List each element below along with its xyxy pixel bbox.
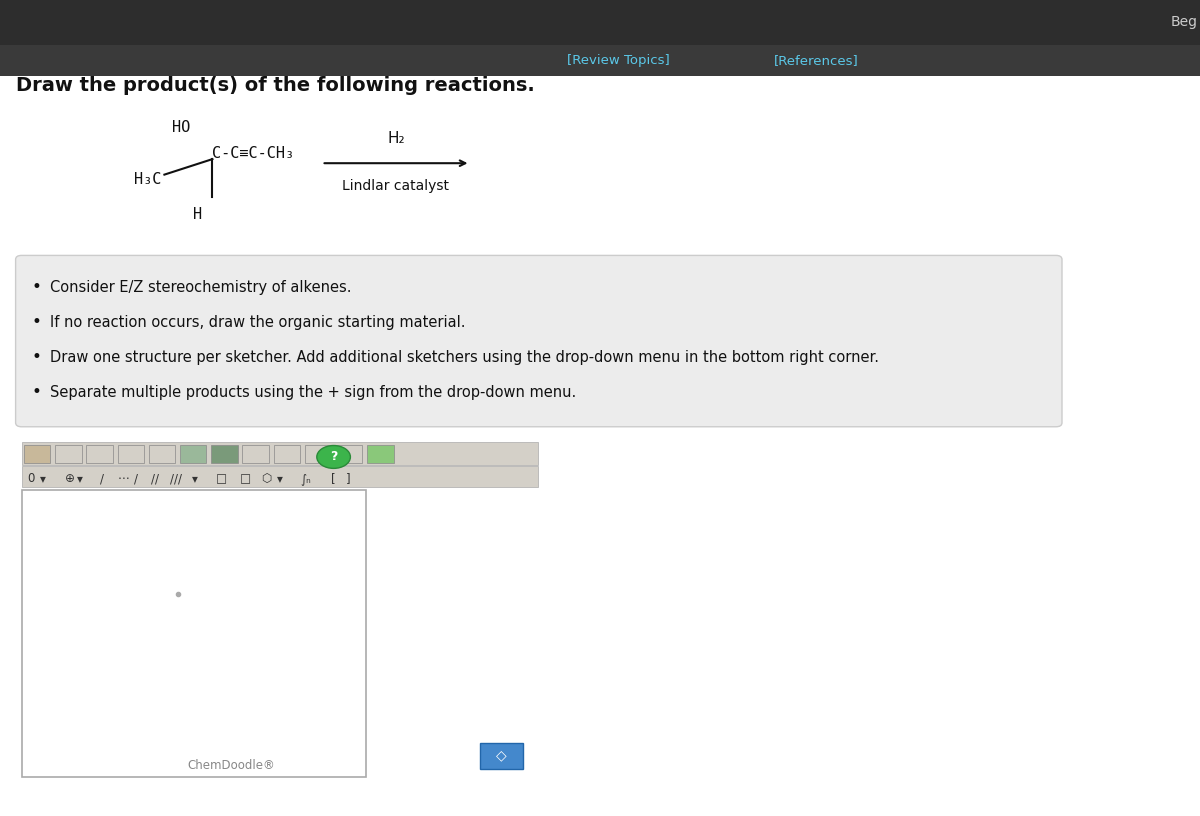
Text: ▾: ▾ <box>192 472 198 486</box>
Text: ChemDoodle®: ChemDoodle® <box>187 759 276 772</box>
Bar <box>274 445 300 463</box>
Text: C-C≡C-CH₃: C-C≡C-CH₃ <box>212 146 294 161</box>
Text: /: / <box>134 472 138 486</box>
Text: ⬡: ⬡ <box>262 472 272 486</box>
Text: Consider E/Z stereochemistry of alkenes.: Consider E/Z stereochemistry of alkenes. <box>50 280 352 295</box>
Text: H₃C: H₃C <box>134 172 162 187</box>
Bar <box>480 743 523 769</box>
FancyBboxPatch shape <box>16 255 1062 427</box>
Circle shape <box>317 446 350 468</box>
Bar <box>86 445 113 463</box>
Text: Draw one structure per sketcher. Add additional sketchers using the drop-down me: Draw one structure per sketcher. Add add… <box>50 350 880 365</box>
Bar <box>55 445 82 463</box>
Bar <box>149 445 175 463</box>
Bar <box>367 445 394 463</box>
Bar <box>0 0 1200 45</box>
Bar <box>22 466 538 487</box>
Text: ?: ? <box>330 450 337 463</box>
Text: □: □ <box>240 472 251 486</box>
Bar <box>24 445 50 463</box>
Text: Beg: Beg <box>1171 16 1198 29</box>
Text: //: // <box>151 472 160 486</box>
Bar <box>242 445 269 463</box>
Text: •: • <box>31 384 41 401</box>
Text: ⊕: ⊕ <box>65 472 74 486</box>
Text: HO: HO <box>172 120 190 135</box>
Text: ▾: ▾ <box>40 472 46 486</box>
Text: ◇: ◇ <box>497 748 506 763</box>
Text: 0: 0 <box>28 472 35 486</box>
Text: [: [ <box>331 472 336 486</box>
Text: •: • <box>31 348 41 366</box>
Text: ]: ] <box>346 472 350 486</box>
Text: [Review Topics]: [Review Topics] <box>566 54 670 67</box>
Text: ⋯: ⋯ <box>118 472 130 486</box>
Bar <box>22 490 366 777</box>
Text: ▾: ▾ <box>277 472 283 486</box>
Text: [References]: [References] <box>774 54 858 67</box>
Bar <box>336 445 362 463</box>
Bar <box>0 45 1200 76</box>
Text: /: / <box>100 472 103 486</box>
Text: •: • <box>31 278 41 296</box>
Text: •: • <box>31 313 41 331</box>
Bar <box>180 445 206 463</box>
Text: ∫ₙ: ∫ₙ <box>300 472 311 486</box>
Bar <box>22 442 538 465</box>
Text: □: □ <box>216 472 227 486</box>
Text: If no reaction occurs, draw the organic starting material.: If no reaction occurs, draw the organic … <box>50 315 466 330</box>
Text: Separate multiple products using the + sign from the drop-down menu.: Separate multiple products using the + s… <box>50 385 577 400</box>
Text: H₂: H₂ <box>388 131 404 146</box>
Text: ///: /// <box>170 472 182 486</box>
Text: Lindlar catalyst: Lindlar catalyst <box>342 179 450 193</box>
Text: H: H <box>193 207 203 222</box>
Bar <box>305 445 331 463</box>
Text: Draw the product(s) of the following reactions.: Draw the product(s) of the following rea… <box>16 76 534 95</box>
Text: ▾: ▾ <box>77 472 83 486</box>
Bar <box>118 445 144 463</box>
Bar <box>211 445 238 463</box>
